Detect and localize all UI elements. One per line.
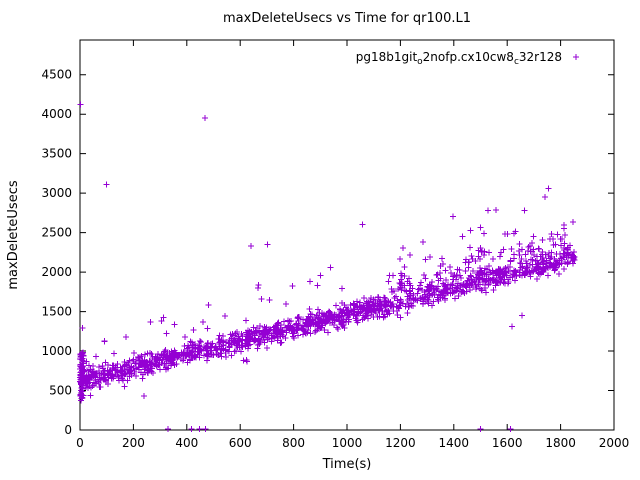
x-tick-label: 1800 xyxy=(545,436,576,450)
legend-label-segment: 32r128 xyxy=(519,50,562,64)
legend: pg18b1gito2nofp.cx10cw8c32r128 xyxy=(356,50,579,67)
legend-label-segment: 2nofp.cx10cw8 xyxy=(423,50,514,64)
x-tick-label: 800 xyxy=(282,436,305,450)
y-tick-label: 3000 xyxy=(41,186,72,200)
y-tick-label: 4000 xyxy=(41,107,72,121)
x-tick-label: 1000 xyxy=(332,436,363,450)
y-tick-label: 1500 xyxy=(41,305,72,319)
x-axis-label: Time(s) xyxy=(322,457,372,472)
legend-label-subscript: o xyxy=(417,57,423,67)
legend-plus-marker xyxy=(573,54,579,60)
x-tick-label: 200 xyxy=(122,436,145,450)
y-tick-label: 0 xyxy=(64,423,72,437)
y-tick-label: 1000 xyxy=(41,344,72,358)
x-axis-ticks: 0 200 400 600 800 1000 1200 1400 1600 1800 2000 xyxy=(76,40,629,450)
x-tick-label: 1400 xyxy=(439,436,470,450)
x-tick-label: 600 xyxy=(229,436,252,450)
x-tick-label: 0 xyxy=(76,436,84,450)
x-tick-label: 2000 xyxy=(599,436,630,450)
y-tick-label: 2000 xyxy=(41,265,72,279)
y-tick-label: 2500 xyxy=(41,226,72,240)
x-tick-label: 400 xyxy=(175,436,198,450)
chart-title: maxDeleteUsecs vs Time for qr100.L1 xyxy=(223,11,471,26)
x-tick-label: 1200 xyxy=(385,436,416,450)
y-axis-label: maxDeleteUsecs xyxy=(6,180,21,289)
y-tick-label: 500 xyxy=(49,384,72,398)
legend-label-subscript: c xyxy=(514,57,519,67)
legend-label: pg18b1gito2nofp.cx10cw8c32r128 xyxy=(356,50,562,67)
y-axis-ticks: 0 500 1000 1500 2000 2500 3000 3500 4000 4500 xyxy=(41,68,614,437)
y-tick-label: 3500 xyxy=(41,147,72,161)
y-tick-label: 4500 xyxy=(41,68,72,82)
legend-label-segment: pg18b1git xyxy=(356,50,418,64)
data-points xyxy=(77,101,578,432)
x-tick-label: 1600 xyxy=(492,436,523,450)
